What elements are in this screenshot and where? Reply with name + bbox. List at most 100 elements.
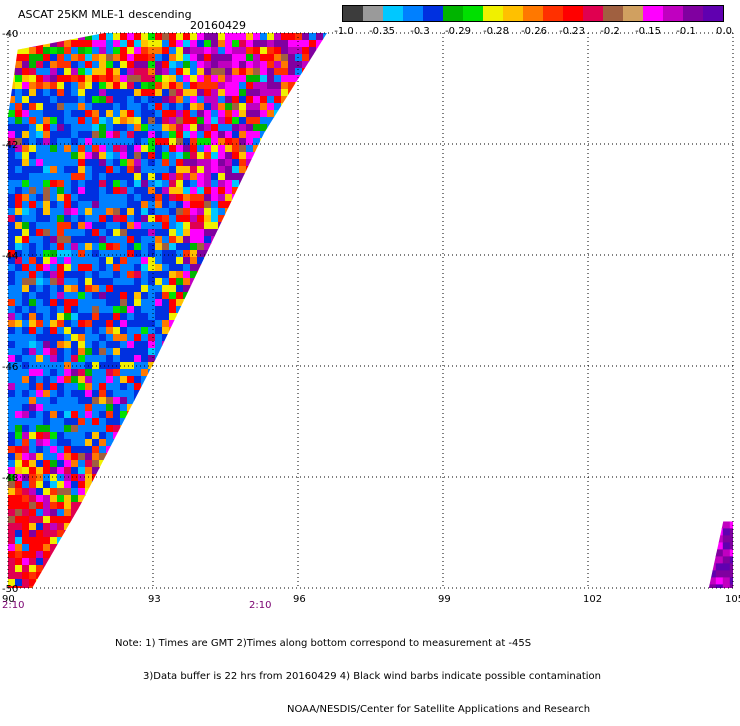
- swath-cell: [141, 145, 149, 153]
- swath-cell: [71, 467, 79, 475]
- swath-cell: [43, 425, 51, 433]
- swath-cell: [85, 40, 93, 48]
- swath-cell: [302, 208, 310, 216]
- swath-cell: [8, 131, 16, 139]
- swath-cell: [57, 369, 65, 377]
- swath-cell: [239, 152, 247, 160]
- swath-cell: [176, 292, 184, 300]
- swath-cell: [246, 229, 254, 237]
- swath-cell: [225, 187, 233, 195]
- swath-cell: [295, 369, 303, 377]
- swath-cell: [239, 551, 247, 559]
- swath-cell: [15, 152, 23, 160]
- swath-cell: [64, 369, 72, 377]
- swath-cell: [232, 362, 240, 370]
- swath-cell: [190, 376, 198, 384]
- swath-cell: [183, 488, 191, 496]
- swath-cell: [113, 495, 121, 503]
- swath-cell: [197, 292, 205, 300]
- swath-cell: [78, 404, 86, 412]
- swath-cell: [92, 334, 100, 342]
- swath-cell: [155, 54, 163, 62]
- swath-cell: [162, 236, 170, 244]
- swath-cell: [288, 82, 296, 90]
- swath-cell: [267, 173, 275, 181]
- swath-cell: [141, 558, 149, 566]
- swath-cell: [50, 187, 58, 195]
- swath-cell: [316, 278, 324, 286]
- swath-cell: [71, 264, 79, 272]
- swath-cell: [323, 117, 327, 125]
- swath-cell: [232, 313, 240, 321]
- swath-cell: [36, 544, 44, 552]
- swath-cell: [715, 535, 724, 543]
- swath-cell: [64, 173, 72, 181]
- swath-cell: [134, 327, 142, 335]
- swath-cell: [120, 453, 128, 461]
- swath-cell: [260, 257, 268, 265]
- swath-cell: [176, 82, 184, 90]
- swath-cell: [155, 376, 163, 384]
- swath-cell: [15, 327, 23, 335]
- swath-cell: [260, 565, 268, 573]
- swath-cell: [92, 579, 100, 587]
- swath-cell: [106, 313, 114, 321]
- swath-cell: [176, 61, 184, 69]
- swath-cell: [50, 446, 58, 454]
- swath-cell: [113, 537, 121, 545]
- swath-cell: [106, 320, 114, 328]
- footnote-line-1: Note: 1) Times are GMT 2)Times along bot…: [115, 638, 532, 649]
- swath-cell: [232, 320, 240, 328]
- swath-cell: [43, 481, 51, 489]
- swath-cell: [281, 334, 289, 342]
- swath-cell: [113, 89, 121, 97]
- swath-cell: [162, 355, 170, 363]
- swath-cell: [239, 418, 247, 426]
- swath-cell: [288, 411, 296, 419]
- swath-cell: [190, 474, 198, 482]
- swath-cell: [316, 229, 324, 237]
- swath-cell: [295, 460, 303, 468]
- swath-cell: [141, 271, 149, 279]
- swath-cell: [22, 159, 30, 167]
- swath-cell: [106, 82, 114, 90]
- swath-cell: [57, 355, 65, 363]
- swath-cell: [295, 159, 303, 167]
- swath-cell: [134, 516, 142, 524]
- swath-cell: [274, 474, 282, 482]
- colorbar-swatch: [703, 6, 723, 21]
- swath-cell: [183, 425, 191, 433]
- swath-cell: [225, 341, 233, 349]
- swath-cell: [64, 579, 72, 587]
- swath-cell: [316, 159, 324, 167]
- swath-cell: [22, 460, 30, 468]
- swath-cell: [57, 327, 65, 335]
- swath-cell: [288, 278, 296, 286]
- swath-cell: [92, 299, 100, 307]
- swath-cell: [218, 551, 226, 559]
- swath-cell: [316, 446, 324, 454]
- swath-cell: [183, 208, 191, 216]
- swath-cell: [197, 222, 205, 230]
- swath-cell: [64, 222, 72, 230]
- swath-cell: [127, 341, 135, 349]
- swath-cell: [57, 376, 65, 384]
- swath-cell: [176, 411, 184, 419]
- swath-cell: [127, 131, 135, 139]
- swath-cell: [267, 586, 275, 588]
- swath-cell: [155, 96, 163, 104]
- swath-cell: [239, 222, 247, 230]
- swath-cell: [239, 348, 247, 356]
- swath-cell: [141, 411, 149, 419]
- swath-cell: [232, 271, 240, 279]
- swath-cell: [106, 544, 114, 552]
- swath-cell: [204, 117, 212, 125]
- swath-cell: [274, 460, 282, 468]
- swath-cell: [204, 530, 212, 538]
- swath-cell: [148, 397, 156, 405]
- swath-cell: [176, 586, 184, 588]
- swath-cell: [85, 166, 93, 174]
- swath-cell: [155, 383, 163, 391]
- swath-cell: [267, 82, 275, 90]
- swath-cell: [106, 502, 114, 510]
